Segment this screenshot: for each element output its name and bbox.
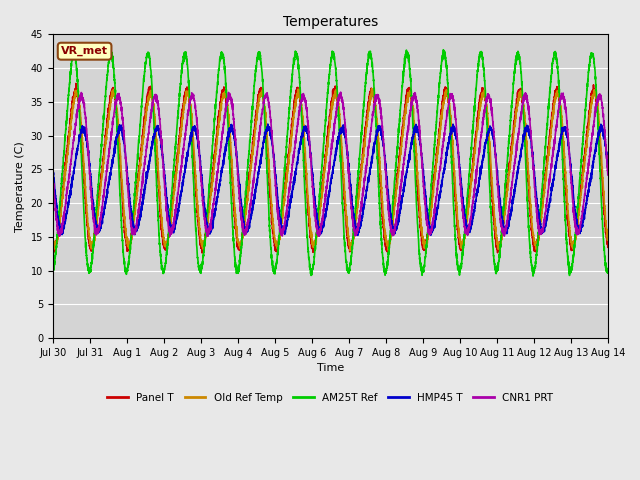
HMP45 T bbox=[264, 121, 272, 127]
HMP45 T bbox=[382, 165, 390, 170]
Panel T bbox=[150, 106, 157, 112]
Old Ref Temp bbox=[463, 216, 471, 221]
HMP45 T bbox=[49, 165, 56, 170]
Line: Panel T: Panel T bbox=[52, 84, 608, 253]
AM25T Ref bbox=[49, 269, 56, 275]
Old Ref Temp bbox=[410, 120, 418, 125]
HMP45 T bbox=[604, 168, 612, 173]
CNR1 PRT bbox=[49, 171, 56, 177]
AM25T Ref bbox=[604, 268, 612, 274]
CNR1 PRT bbox=[337, 89, 344, 95]
CNR1 PRT bbox=[204, 233, 211, 239]
Old Ref Temp bbox=[368, 86, 376, 92]
HMP45 T bbox=[410, 129, 418, 135]
CNR1 PRT bbox=[410, 93, 418, 99]
HMP45 T bbox=[354, 232, 362, 238]
Line: Old Ref Temp: Old Ref Temp bbox=[52, 89, 608, 251]
Panel T bbox=[261, 109, 269, 115]
Panel T bbox=[463, 215, 471, 220]
AM25T Ref bbox=[70, 47, 77, 52]
Legend: Panel T, Old Ref Temp, AM25T Ref, HMP45 T, CNR1 PRT: Panel T, Old Ref Temp, AM25T Ref, HMP45 … bbox=[103, 389, 557, 407]
Old Ref Temp bbox=[49, 237, 56, 243]
Text: VR_met: VR_met bbox=[61, 46, 108, 56]
HMP45 T bbox=[506, 217, 513, 223]
Panel T bbox=[604, 244, 612, 250]
CNR1 PRT bbox=[463, 229, 471, 235]
X-axis label: Time: Time bbox=[317, 363, 344, 373]
Line: HMP45 T: HMP45 T bbox=[52, 124, 608, 235]
Panel T bbox=[49, 242, 56, 248]
Line: AM25T Ref: AM25T Ref bbox=[52, 49, 608, 276]
HMP45 T bbox=[261, 136, 269, 142]
Panel T bbox=[410, 124, 418, 130]
HMP45 T bbox=[463, 228, 471, 233]
CNR1 PRT bbox=[506, 203, 513, 208]
Old Ref Temp bbox=[506, 168, 513, 174]
Panel T bbox=[72, 81, 80, 86]
Panel T bbox=[384, 250, 392, 256]
AM25T Ref bbox=[410, 143, 418, 148]
CNR1 PRT bbox=[604, 172, 612, 178]
Old Ref Temp bbox=[382, 232, 390, 238]
Old Ref Temp bbox=[385, 248, 392, 253]
AM25T Ref bbox=[529, 273, 537, 279]
CNR1 PRT bbox=[150, 96, 157, 102]
Title: Temperatures: Temperatures bbox=[283, 15, 378, 29]
AM25T Ref bbox=[463, 199, 471, 205]
Y-axis label: Temperature (C): Temperature (C) bbox=[15, 141, 25, 231]
Old Ref Temp bbox=[261, 109, 269, 115]
AM25T Ref bbox=[382, 270, 390, 276]
Panel T bbox=[382, 243, 390, 249]
CNR1 PRT bbox=[382, 169, 390, 175]
AM25T Ref bbox=[261, 124, 269, 130]
Panel T bbox=[506, 161, 513, 167]
AM25T Ref bbox=[150, 118, 157, 123]
Line: CNR1 PRT: CNR1 PRT bbox=[52, 92, 608, 236]
Old Ref Temp bbox=[604, 235, 612, 241]
Old Ref Temp bbox=[150, 101, 157, 107]
AM25T Ref bbox=[506, 135, 513, 141]
CNR1 PRT bbox=[261, 96, 269, 101]
HMP45 T bbox=[150, 133, 157, 139]
